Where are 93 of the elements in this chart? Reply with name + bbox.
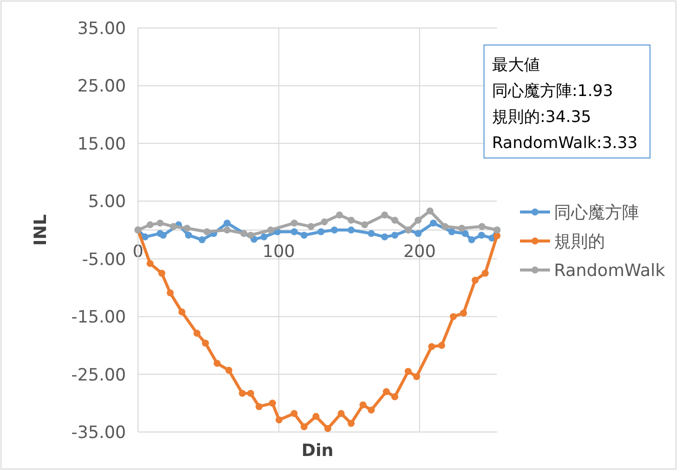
legend-label: 同心魔方陣 xyxy=(554,203,639,223)
point xyxy=(460,310,467,317)
point xyxy=(348,420,355,427)
point xyxy=(428,343,436,350)
y-tick-label: 15.00 xyxy=(77,134,126,154)
point xyxy=(312,412,320,420)
x-tick-label: 200 xyxy=(403,242,436,262)
point xyxy=(290,220,298,227)
point xyxy=(450,313,457,320)
point xyxy=(414,230,422,237)
point xyxy=(330,226,338,234)
legend-label: 規則的 xyxy=(554,232,605,252)
point xyxy=(238,390,246,397)
point xyxy=(224,226,231,234)
point xyxy=(482,270,489,277)
point xyxy=(185,232,192,239)
point xyxy=(198,236,206,244)
point xyxy=(290,410,298,418)
point xyxy=(146,260,154,267)
point xyxy=(183,224,190,232)
point xyxy=(300,232,308,239)
point xyxy=(178,308,186,316)
legend-label: RandomWalk xyxy=(554,261,666,281)
point xyxy=(441,223,448,230)
point xyxy=(414,216,422,224)
point xyxy=(391,393,398,400)
annotation: 同心魔方陣:1.93 xyxy=(492,81,614,100)
y-tick-label: -25.00 xyxy=(71,365,126,386)
point xyxy=(472,276,479,284)
point xyxy=(338,410,345,418)
point xyxy=(413,373,420,380)
point xyxy=(308,223,315,230)
point xyxy=(290,228,298,236)
point xyxy=(225,366,232,374)
point xyxy=(348,226,355,234)
point xyxy=(260,233,268,240)
x-axis-title: Din xyxy=(301,441,334,461)
point xyxy=(368,230,375,237)
annotation: 規則的:34.35 xyxy=(492,107,592,126)
point xyxy=(247,232,254,239)
point xyxy=(438,342,446,349)
y-tick-label: -5.00 xyxy=(82,250,126,270)
y-tick-label: -35.00 xyxy=(71,423,126,443)
point xyxy=(348,216,355,224)
point xyxy=(478,232,486,239)
point xyxy=(256,403,263,410)
point xyxy=(468,236,476,244)
point xyxy=(247,390,254,397)
point xyxy=(318,228,325,236)
point xyxy=(320,218,328,226)
y-tick-label: 5.00 xyxy=(88,192,126,212)
y-tick-label: 35.00 xyxy=(77,19,126,39)
annotation: 最大値 xyxy=(492,55,540,74)
point xyxy=(426,207,434,214)
point xyxy=(170,223,177,230)
point xyxy=(202,340,209,347)
point xyxy=(391,232,398,239)
point xyxy=(381,211,388,218)
point xyxy=(430,220,437,227)
x-tick-label: 100 xyxy=(262,242,296,262)
point xyxy=(448,228,456,236)
point xyxy=(142,233,149,240)
point xyxy=(267,226,274,234)
point xyxy=(214,360,221,367)
point xyxy=(368,406,375,414)
y-tick-label: -15.00 xyxy=(71,308,126,328)
point xyxy=(156,220,164,227)
point xyxy=(381,233,388,240)
y-tick-label: 25.00 xyxy=(77,76,126,97)
point xyxy=(361,221,368,228)
annotation: RandomWalk:3.33 xyxy=(492,133,638,152)
y-axis-title: INL xyxy=(31,214,51,246)
point xyxy=(458,224,466,232)
point xyxy=(462,230,469,237)
point xyxy=(224,220,231,227)
point xyxy=(404,368,412,375)
point xyxy=(382,388,390,396)
point xyxy=(268,400,276,407)
point xyxy=(359,401,366,408)
point xyxy=(166,289,174,296)
point xyxy=(158,270,166,277)
point xyxy=(240,230,248,237)
point xyxy=(193,330,200,337)
point xyxy=(391,216,398,224)
point xyxy=(146,221,154,228)
point xyxy=(160,232,167,239)
point xyxy=(276,416,283,424)
point xyxy=(203,228,210,236)
point xyxy=(478,223,486,230)
point xyxy=(336,211,343,218)
point xyxy=(300,423,308,430)
point xyxy=(494,232,500,240)
point xyxy=(324,425,332,432)
